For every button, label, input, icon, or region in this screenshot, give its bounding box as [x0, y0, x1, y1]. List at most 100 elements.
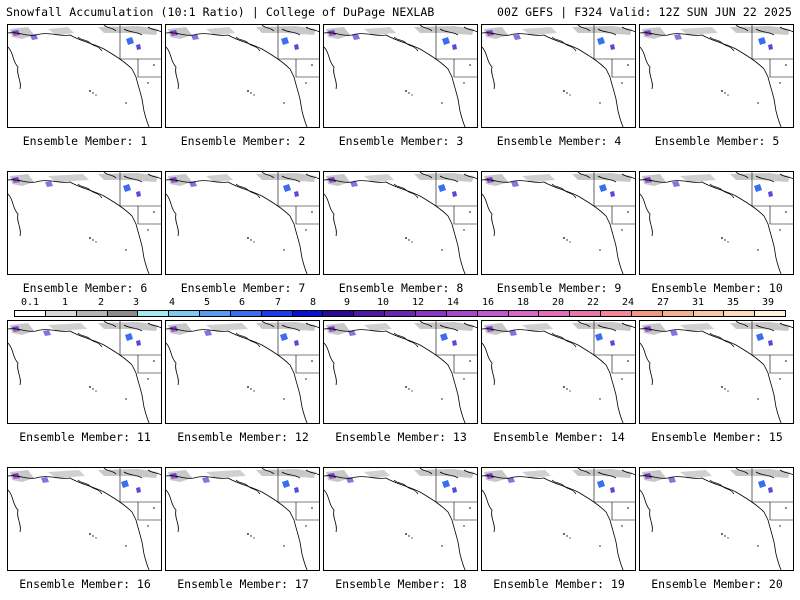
colorbar-swatch	[570, 311, 602, 316]
ensemble-member-map	[481, 467, 636, 571]
colorbar-tick-label: 5	[203, 297, 211, 308]
colorbar-tick-label: 12	[411, 297, 425, 308]
ensemble-member-label: Ensemble Member: 17	[177, 577, 309, 591]
ensemble-member-map	[323, 320, 478, 424]
ensemble-member-map	[639, 24, 794, 128]
map-image	[166, 468, 319, 570]
colorbar-tick-label: 22	[586, 297, 600, 308]
ensemble-member-map	[165, 467, 320, 571]
ensemble-member-label: Ensemble Member: 14	[493, 430, 625, 444]
ensemble-member-label: Ensemble Member: 9	[496, 281, 622, 295]
ensemble-member-map	[323, 171, 478, 275]
ensemble-member-label: Ensemble Member: 11	[19, 430, 151, 444]
colorbar-tick-label: 8	[309, 297, 317, 308]
map-image	[324, 25, 477, 127]
colorbar-swatch	[354, 311, 386, 316]
ensemble-member-map	[323, 467, 478, 571]
ensemble-member-label: Ensemble Member: 4	[496, 134, 622, 148]
colorbar-tick-label: 1	[61, 297, 69, 308]
map-image	[166, 321, 319, 423]
colorbar-tick-label: 18	[516, 297, 530, 308]
ensemble-member-map	[481, 171, 636, 275]
colorbar-swatch	[508, 311, 540, 316]
ensemble-member-label: Ensemble Member: 6	[22, 281, 148, 295]
colorbar-swatch	[76, 311, 108, 316]
map-image	[640, 468, 793, 570]
ensemble-member-label: Ensemble Member: 19	[493, 577, 625, 591]
map-image	[482, 25, 635, 127]
ensemble-member-map	[481, 24, 636, 128]
map-image	[8, 321, 161, 423]
colorbar-tick-label: 14	[446, 297, 460, 308]
colorbar-tick-label: 4	[168, 297, 176, 308]
map-image	[324, 468, 477, 570]
ensemble-member-label: Ensemble Member: 5	[654, 134, 780, 148]
colorbar-tick-label: 35	[726, 297, 740, 308]
colorbar-tick-label: 10	[376, 297, 390, 308]
colorbar-swatch	[724, 311, 756, 316]
colorbar-swatch	[230, 311, 262, 316]
colorbar-tick-label: 20	[551, 297, 565, 308]
ensemble-member-map	[323, 24, 478, 128]
ensemble-member-label: Ensemble Member: 2	[180, 134, 306, 148]
colorbar-tick-label: 39	[761, 297, 775, 308]
colorbar-swatch	[601, 311, 632, 316]
ensemble-member-map	[481, 320, 636, 424]
colorbar-swatch	[169, 311, 201, 316]
colorbar-swatch	[107, 311, 139, 316]
ensemble-member-label: Ensemble Member: 18	[335, 577, 467, 591]
ensemble-member-map	[7, 24, 162, 128]
ensemble-member-map	[7, 467, 162, 571]
ensemble-member-label: Ensemble Member: 1	[22, 134, 148, 148]
ensemble-member-map	[639, 467, 794, 571]
colorbar-tick-labels: 0.1 1 2 3 4 5 6 7 8 9 10 12 14 16 18 20 22 24 27 31 35 39	[0, 297, 800, 309]
map-image	[482, 321, 635, 423]
map-image	[8, 25, 161, 127]
colorbar-tick-label: 3	[132, 297, 140, 308]
colorbar-swatch	[693, 311, 725, 316]
ensemble-member-label: Ensemble Member: 20	[651, 577, 783, 591]
colorbar-swatch	[200, 311, 231, 316]
colorbar-swatch	[385, 311, 416, 316]
colorbar-tick-label: 0.1	[20, 297, 40, 308]
ensemble-member-label: Ensemble Member: 10	[651, 281, 783, 295]
ensemble-member-label: Ensemble Member: 3	[338, 134, 464, 148]
map-image	[8, 172, 161, 274]
colorbar-swatch	[539, 311, 571, 316]
ensemble-member-map	[165, 171, 320, 275]
map-image	[166, 172, 319, 274]
colorbar-swatch	[755, 311, 786, 316]
colorbar-tick-label: 24	[621, 297, 635, 308]
map-image	[482, 468, 635, 570]
ensemble-member-label: Ensemble Member: 8	[338, 281, 464, 295]
colorbar-swatch	[446, 311, 478, 316]
ensemble-member-map	[7, 171, 162, 275]
colorbar-tick-label: 27	[656, 297, 670, 308]
colorbar-swatch	[477, 311, 509, 316]
colorbar-swatch	[292, 311, 324, 316]
colorbar-tick-label: 2	[97, 297, 105, 308]
ensemble-member-label: Ensemble Member: 15	[651, 430, 783, 444]
ensemble-member-map	[639, 171, 794, 275]
map-image	[166, 25, 319, 127]
colorbar-tick-label: 7	[274, 297, 282, 308]
colorbar-tick-label: 31	[691, 297, 705, 308]
colorbar-tick-label: 16	[481, 297, 495, 308]
ensemble-member-map	[165, 320, 320, 424]
colorbar-swatch	[631, 311, 663, 316]
ensemble-member-map	[165, 24, 320, 128]
colorbar-swatch	[415, 311, 447, 316]
ensemble-member-map	[639, 320, 794, 424]
colorbar-tick-label: 6	[238, 297, 246, 308]
chart-title: Snowfall Accumulation (10:1 Ratio) | Col…	[6, 5, 435, 19]
snowfall-colorbar	[14, 310, 786, 317]
map-image	[324, 172, 477, 274]
colorbar-tick-label: 9	[343, 297, 351, 308]
colorbar-swatch	[45, 311, 77, 316]
colorbar-swatch	[261, 311, 293, 316]
ensemble-member-map	[7, 320, 162, 424]
map-image	[640, 172, 793, 274]
map-image	[482, 172, 635, 274]
model-run-info: 00Z GEFS | F324 Valid: 12Z SUN JUN 22 20…	[497, 5, 792, 19]
map-image	[640, 321, 793, 423]
